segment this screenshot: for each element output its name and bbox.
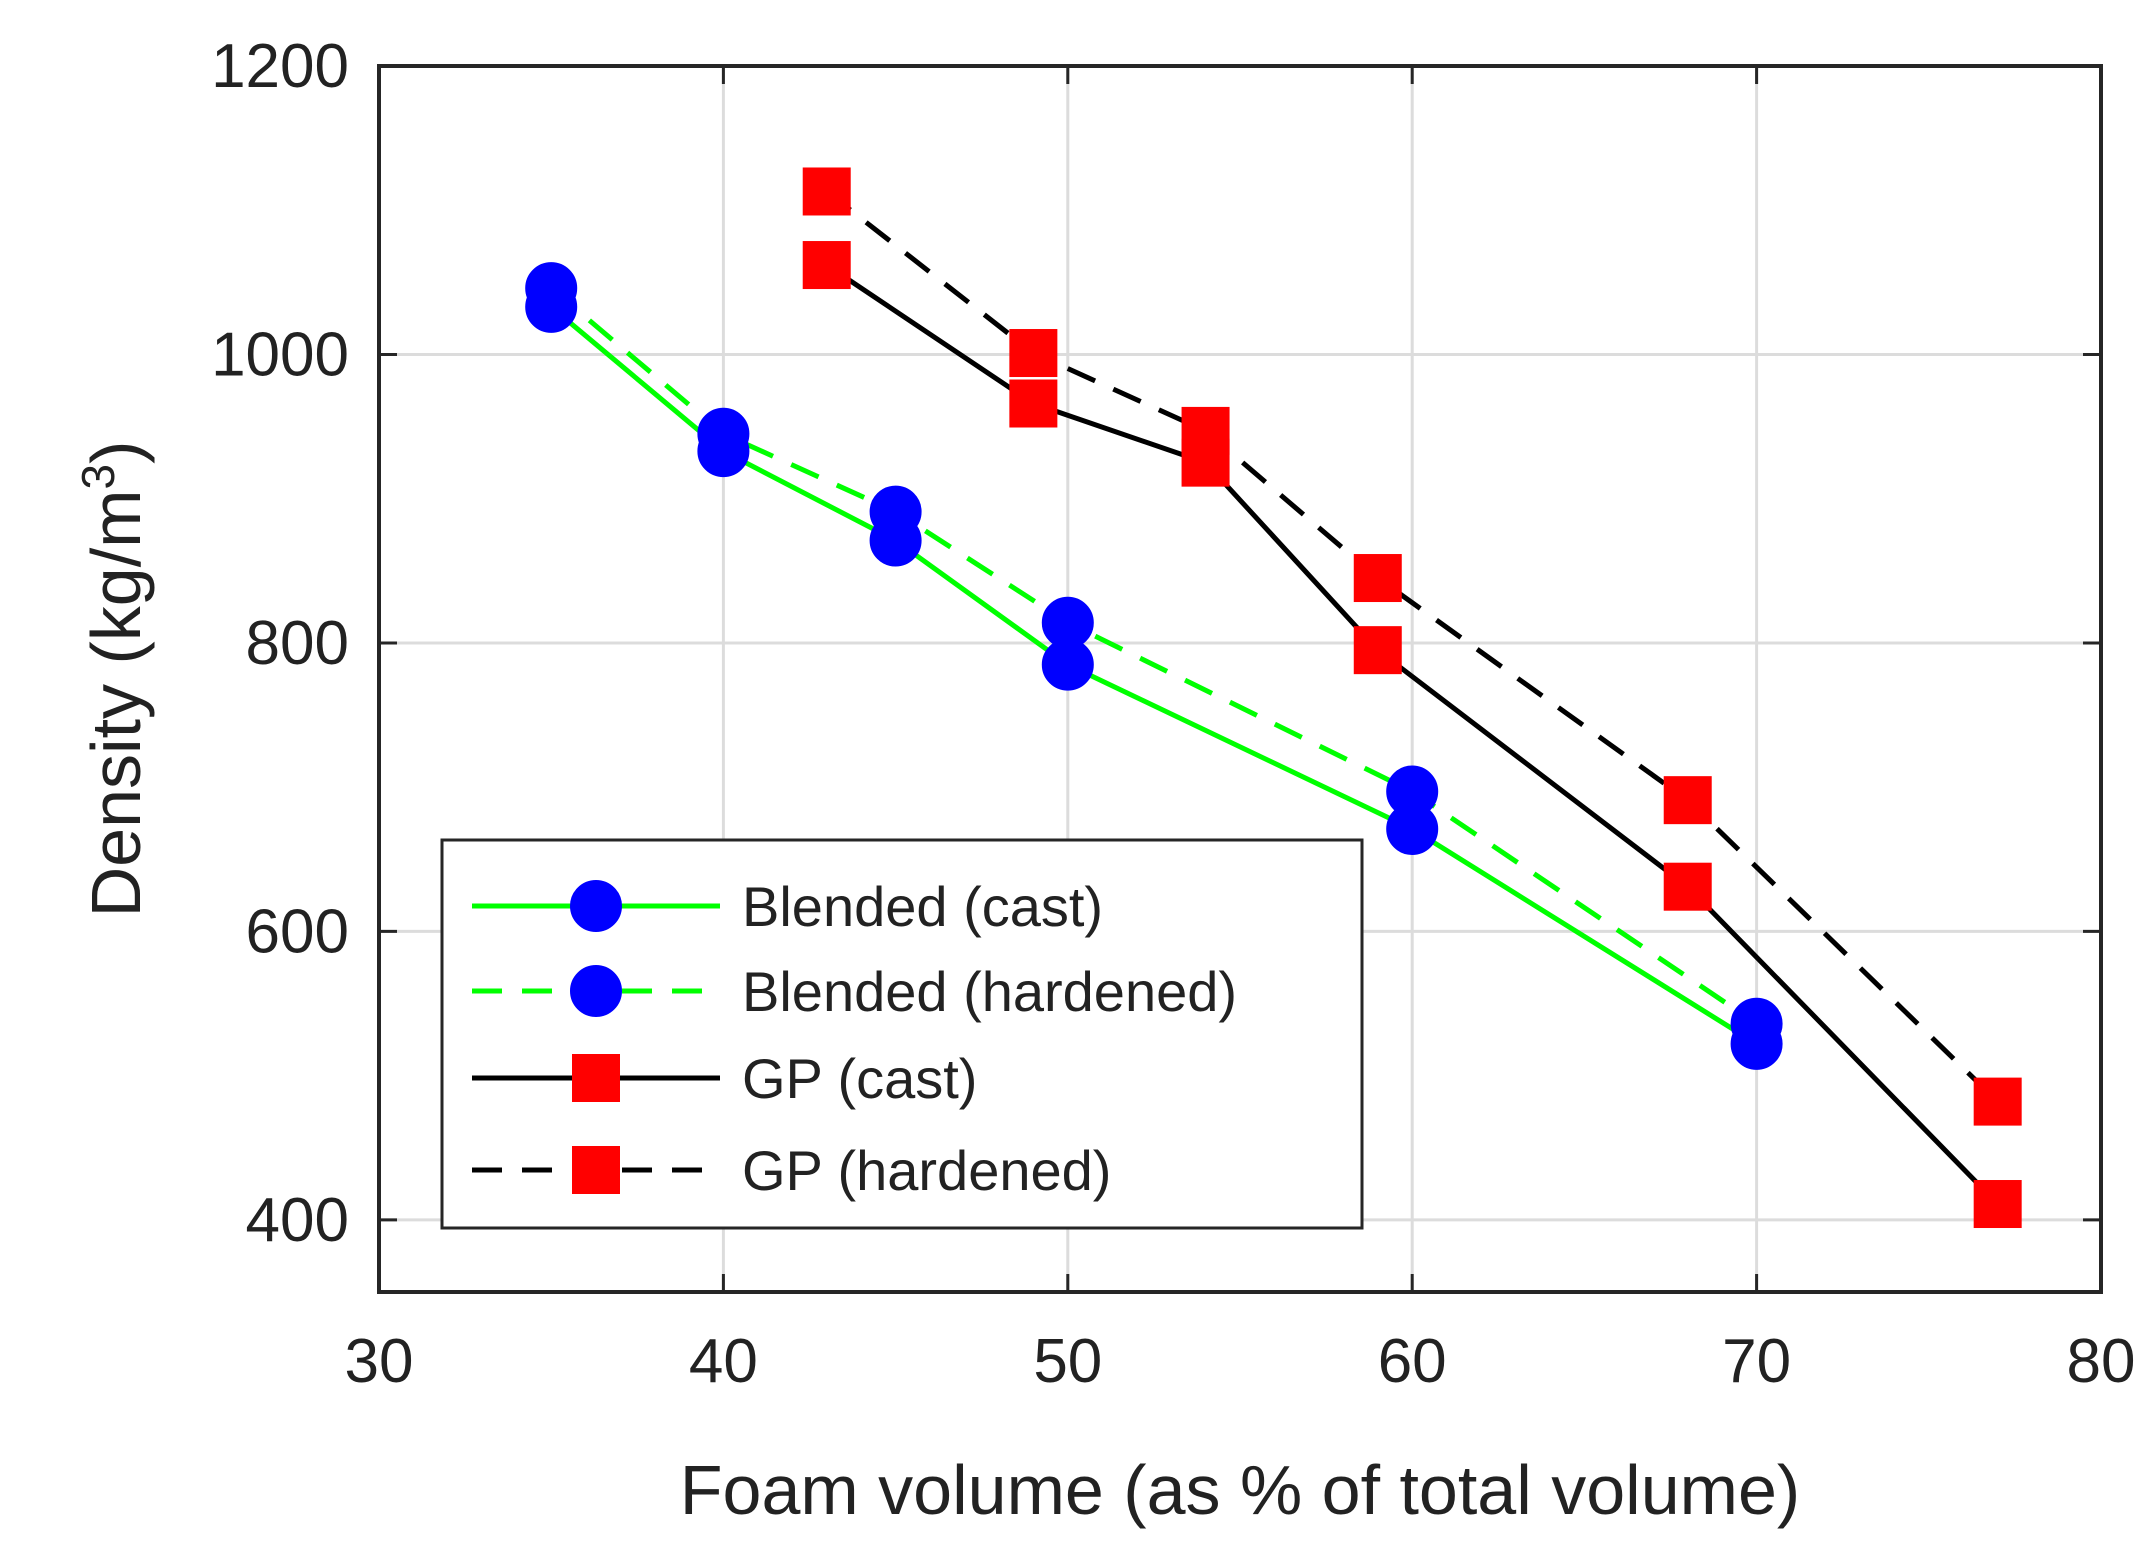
legend-label-gp-cast: GP (cast) <box>742 1047 977 1110</box>
data-series <box>525 167 2022 1229</box>
data-point-gp-cast <box>802 241 851 290</box>
legend-item-gp-hardened: GP (hardened) <box>472 1139 1111 1202</box>
data-point-blended-hardened <box>1041 596 1094 649</box>
data-point-gp-cast <box>1353 626 1402 675</box>
x-tick-label: 80 <box>2067 1327 2136 1396</box>
legend-item-gp-cast: GP (cast) <box>472 1047 977 1110</box>
data-point-gp-hardened <box>1009 329 1058 378</box>
x-tick-label: 60 <box>1378 1327 1447 1396</box>
y-tick-label: 400 <box>246 1186 349 1255</box>
x-axis-title: Foam volume (as % of total volume) <box>680 1451 1800 1529</box>
series-blended-hardened <box>549 286 1758 1026</box>
legend-marker-blended-hardened <box>570 965 622 1017</box>
legend-item-blended-cast: Blended (cast) <box>472 875 1103 938</box>
x-tick-label: 30 <box>345 1327 414 1396</box>
series-line-blended-cast <box>549 304 1758 1047</box>
series-gp-cast <box>825 262 2000 1206</box>
legend-entries: Blended (cast) Blended (hardened) GP (cast… <box>472 875 1237 1202</box>
data-point-gp-hardened <box>1353 554 1402 603</box>
legend: Blended (cast) Blended (hardened) GP (cast… <box>440 838 1364 1230</box>
series-blended-cast <box>549 304 1758 1047</box>
series-line-blended-hardened <box>549 286 1758 1026</box>
axis-ticks <box>377 64 2103 1292</box>
data-point-blended-hardened <box>525 262 578 315</box>
series-gp-hardened <box>825 189 2000 1104</box>
legend-item-blended-hardened: Blended (hardened) <box>472 960 1237 1023</box>
data-point-blended-hardened <box>869 485 922 538</box>
data-point-gp-cast <box>1663 862 1712 911</box>
y-axis-title-main: Density (kg/m <box>77 490 155 918</box>
data-point-gp-hardened <box>802 167 851 216</box>
x-tick-label: 70 <box>1722 1327 1791 1396</box>
y-tick-label: 800 <box>246 609 349 678</box>
y-tick-label: 1200 <box>211 32 349 101</box>
legend-marker-blended-cast <box>570 880 622 932</box>
y-tick-label: 600 <box>246 897 349 966</box>
data-point-gp-hardened <box>1181 406 1230 455</box>
data-point-blended-hardened <box>1730 997 1783 1050</box>
markers-blended-hardened <box>525 262 1783 1050</box>
legend-label-blended-hardened: Blended (hardened) <box>742 960 1237 1023</box>
y-axis-title-superscript: 3 <box>72 464 124 490</box>
plot-frame <box>377 64 2103 1294</box>
y-axis-title: Density (kg/m3) <box>72 441 155 918</box>
legend-marker-gp-cast <box>572 1054 620 1102</box>
legend-marker-gp-hardened <box>572 1146 620 1194</box>
x-tick-label: 40 <box>689 1327 758 1396</box>
data-point-blended-hardened <box>697 407 750 460</box>
series-line-gp-cast <box>825 262 2000 1206</box>
x-tick-label: 50 <box>1033 1327 1102 1396</box>
markers-gp-hardened <box>802 167 2022 1126</box>
y-axis-title-close: ) <box>77 441 155 464</box>
data-point-gp-cast <box>1973 1180 2022 1229</box>
legend-label-blended-cast: Blended (cast) <box>742 875 1103 938</box>
data-point-gp-cast <box>1009 379 1058 428</box>
series-line-gp-hardened <box>825 189 2000 1104</box>
y-tick-label: 1000 <box>211 320 349 389</box>
data-point-gp-hardened <box>1663 776 1712 825</box>
data-point-blended-hardened <box>1386 765 1439 818</box>
legend-label-gp-hardened: GP (hardened) <box>742 1139 1111 1202</box>
data-point-gp-hardened <box>1973 1077 2022 1126</box>
tick-labels: 30 40 50 60 70 80 400 600 800 1000 1200 <box>211 32 2135 1396</box>
